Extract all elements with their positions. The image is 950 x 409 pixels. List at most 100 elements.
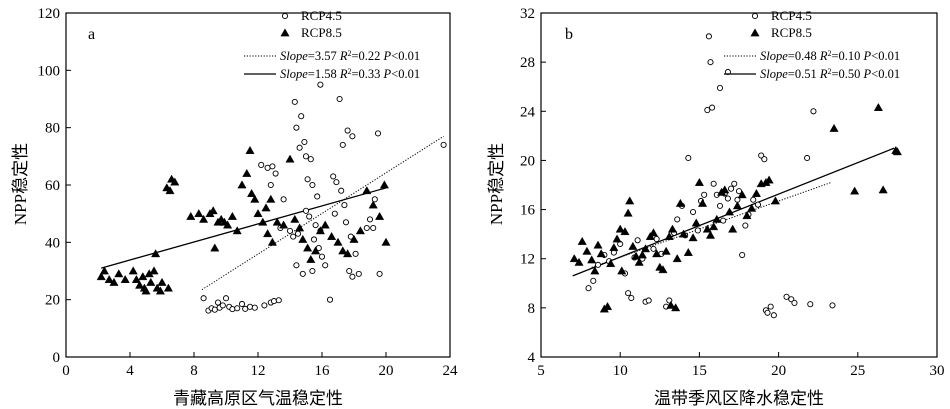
panel-b-y-tick-label: 24 — [520, 104, 536, 120]
panel-a-x-axis-label: 青藏高原区气温稳定性 — [173, 389, 343, 408]
panel-b-rcp45-point — [770, 312, 777, 319]
panel-a-rcp85-point — [237, 180, 247, 189]
panel-a-y-axis-label: NPP稳定性 — [11, 143, 30, 225]
panel-a-rcp85-point — [210, 243, 220, 252]
panel-a-rcp85-point — [165, 186, 175, 195]
panel-b-rcp45-point — [674, 216, 681, 223]
panel-a-rcp85-point — [135, 280, 145, 289]
panel-a-legend-circle-marker — [281, 12, 289, 20]
panel-b-rcp85-point — [770, 196, 780, 205]
panel-a-x-tick-label: 24 — [443, 363, 459, 379]
panel-a-rcp45-point — [302, 153, 310, 160]
panel-b-rcp85-point — [732, 201, 742, 210]
panel-b-rcp45-point — [728, 185, 735, 192]
panel-a-rcp45-point — [272, 170, 279, 177]
panel-a-rcp45-point — [310, 236, 318, 243]
panel-b-rcp85-point — [577, 236, 587, 245]
panel-b-rcp85-point — [620, 227, 630, 236]
panel-a-rcp45-point — [342, 219, 350, 226]
panel-b-rcp45-point — [653, 236, 660, 243]
panel-b-rcp85-point — [737, 190, 747, 199]
panel-a-rcp85-point — [362, 186, 372, 195]
panel-a-rcp45-point — [374, 130, 382, 137]
panel-b-y-tick-label: 28 — [520, 55, 535, 71]
panel-b-rcp45-point — [710, 180, 717, 187]
panel-b-rcp85-point — [671, 303, 681, 312]
panel-a-rcp85-point — [263, 229, 273, 238]
panel-b-y-tick-label: 20 — [520, 153, 535, 169]
panel-a-rcp85-point — [131, 274, 141, 283]
panel-a-rcp85-point — [194, 209, 204, 218]
panel-a-rcp45-point — [246, 303, 254, 310]
panel-a-rcp85-point — [379, 180, 389, 189]
panel-a-rcp45-point — [330, 173, 337, 180]
panel-a-rcp85-point — [279, 220, 289, 229]
panel-a-y-tick-label: 0 — [53, 350, 61, 366]
panel-a-rcp45-point — [258, 161, 265, 168]
panel-b-rcp85-point — [892, 147, 902, 156]
panel-b-legend: RCP4.5 RCP8.5 — [750, 8, 812, 40]
panel-a-rcp45-point — [270, 298, 278, 305]
panel-b-rcp85-point — [698, 198, 708, 207]
panel-b-stat-annotation-1: Slope=0.48 R2=0.10 P<0.01 — [760, 49, 900, 64]
panel-b-rcp45-point — [634, 237, 641, 244]
panel-a-series-rcp45 — [200, 81, 447, 314]
panel-a-y-tick-label: 120 — [38, 6, 61, 22]
panel-a-rcp45-point — [267, 181, 274, 189]
panel-b-rcp85-point — [751, 188, 761, 197]
panel-b-rcp85-point — [612, 234, 622, 243]
panel-a-rcp45-point — [293, 262, 300, 269]
panel-a-rcp45-point — [322, 262, 329, 269]
panel-a-rcp85-point — [266, 194, 276, 203]
panel-b-rcp45-point — [625, 290, 632, 297]
panel-b-legend-label-rcp45: RCP4.5 — [771, 8, 812, 23]
panel-a-plot-area: 0 4 8 12 16 20 24 0 20 40 60 80 100 120 RCP4.5 RCP8.5 Sl… — [38, 6, 459, 379]
panel-a-rcp85-point — [381, 237, 391, 246]
panel-a-rcp85-point — [227, 211, 237, 220]
panel-a-rcp85-point — [333, 237, 343, 246]
panel-b-rcp45-point — [650, 245, 657, 252]
panel-a-rcp45-point — [370, 224, 377, 232]
panel-a-rcp85-point — [138, 272, 148, 281]
panel-a-rcp85-point — [96, 272, 106, 281]
panel-a-rcp85-point — [157, 277, 167, 286]
panel-a-rcp45-point — [376, 270, 383, 277]
panel-b-chart: 5 10 15 20 25 30 4 8 12 16 20 24 28 32 RCP4.5 RCP8.5 Slo… — [487, 6, 945, 408]
panel-b-rcp85-point — [606, 259, 616, 267]
panel-b-letter: b — [565, 26, 573, 43]
panel-b-rcp85-point — [617, 266, 627, 275]
panel-a-rcp45-point — [290, 233, 297, 240]
panel-a-rcp45-point — [306, 213, 313, 220]
panel-a-rcp85-point — [199, 214, 209, 223]
panel-a-rcp85-point — [285, 154, 295, 163]
panel-a-rcp85-point — [109, 277, 119, 286]
panel-a-rcp45-point — [261, 302, 268, 309]
panel-a-rcp85-point — [303, 243, 313, 252]
panel-a-legend-triangle-marker — [280, 28, 290, 37]
panel-a-rcp45-point — [352, 250, 359, 257]
panel-a-rcp85-point — [327, 231, 337, 240]
panel-a-rcp85-point — [104, 274, 114, 283]
panel-a-rcp45-fit-line — [201, 135, 444, 291]
panel-a-rcp45-point — [214, 299, 222, 306]
panel-a-x-tick-label: 12 — [251, 363, 266, 379]
panel-a-rcp85-point — [375, 211, 385, 220]
panel-a-chart: 0 4 8 12 16 20 24 0 20 40 60 80 100 120 RCP4.5 RCP8.5 Sl… — [11, 6, 458, 408]
panel-b-rcp85-point — [667, 224, 678, 233]
panel-b-rcp45-point — [764, 309, 771, 316]
panel-a-rcp85-point — [242, 168, 252, 177]
panel-b-rcp85-point — [666, 300, 676, 309]
panel-a-rcp85-point — [141, 286, 151, 295]
panel-b-rcp85-point — [631, 251, 641, 260]
panel-b-x-axis-label: 温带季风区降水稳定性 — [654, 389, 824, 408]
panel-b-rcp85-point — [728, 224, 738, 233]
panel-a-series-rcp85 — [96, 145, 391, 295]
panel-a-rcp85-point — [186, 211, 196, 220]
panel-b-rcp85-point — [569, 254, 579, 263]
panel-b-rcp85-point — [623, 208, 633, 217]
panel-a-rcp85-point — [261, 203, 271, 212]
panel-b-rcp85-point — [709, 222, 719, 231]
panel-a-stat-annotation-2: Slope=1.58 R2=0.33 P<0.01 — [280, 67, 420, 82]
panel-a-rcp45-point — [294, 230, 302, 237]
panel-a-x-tick-label: 8 — [190, 363, 198, 379]
